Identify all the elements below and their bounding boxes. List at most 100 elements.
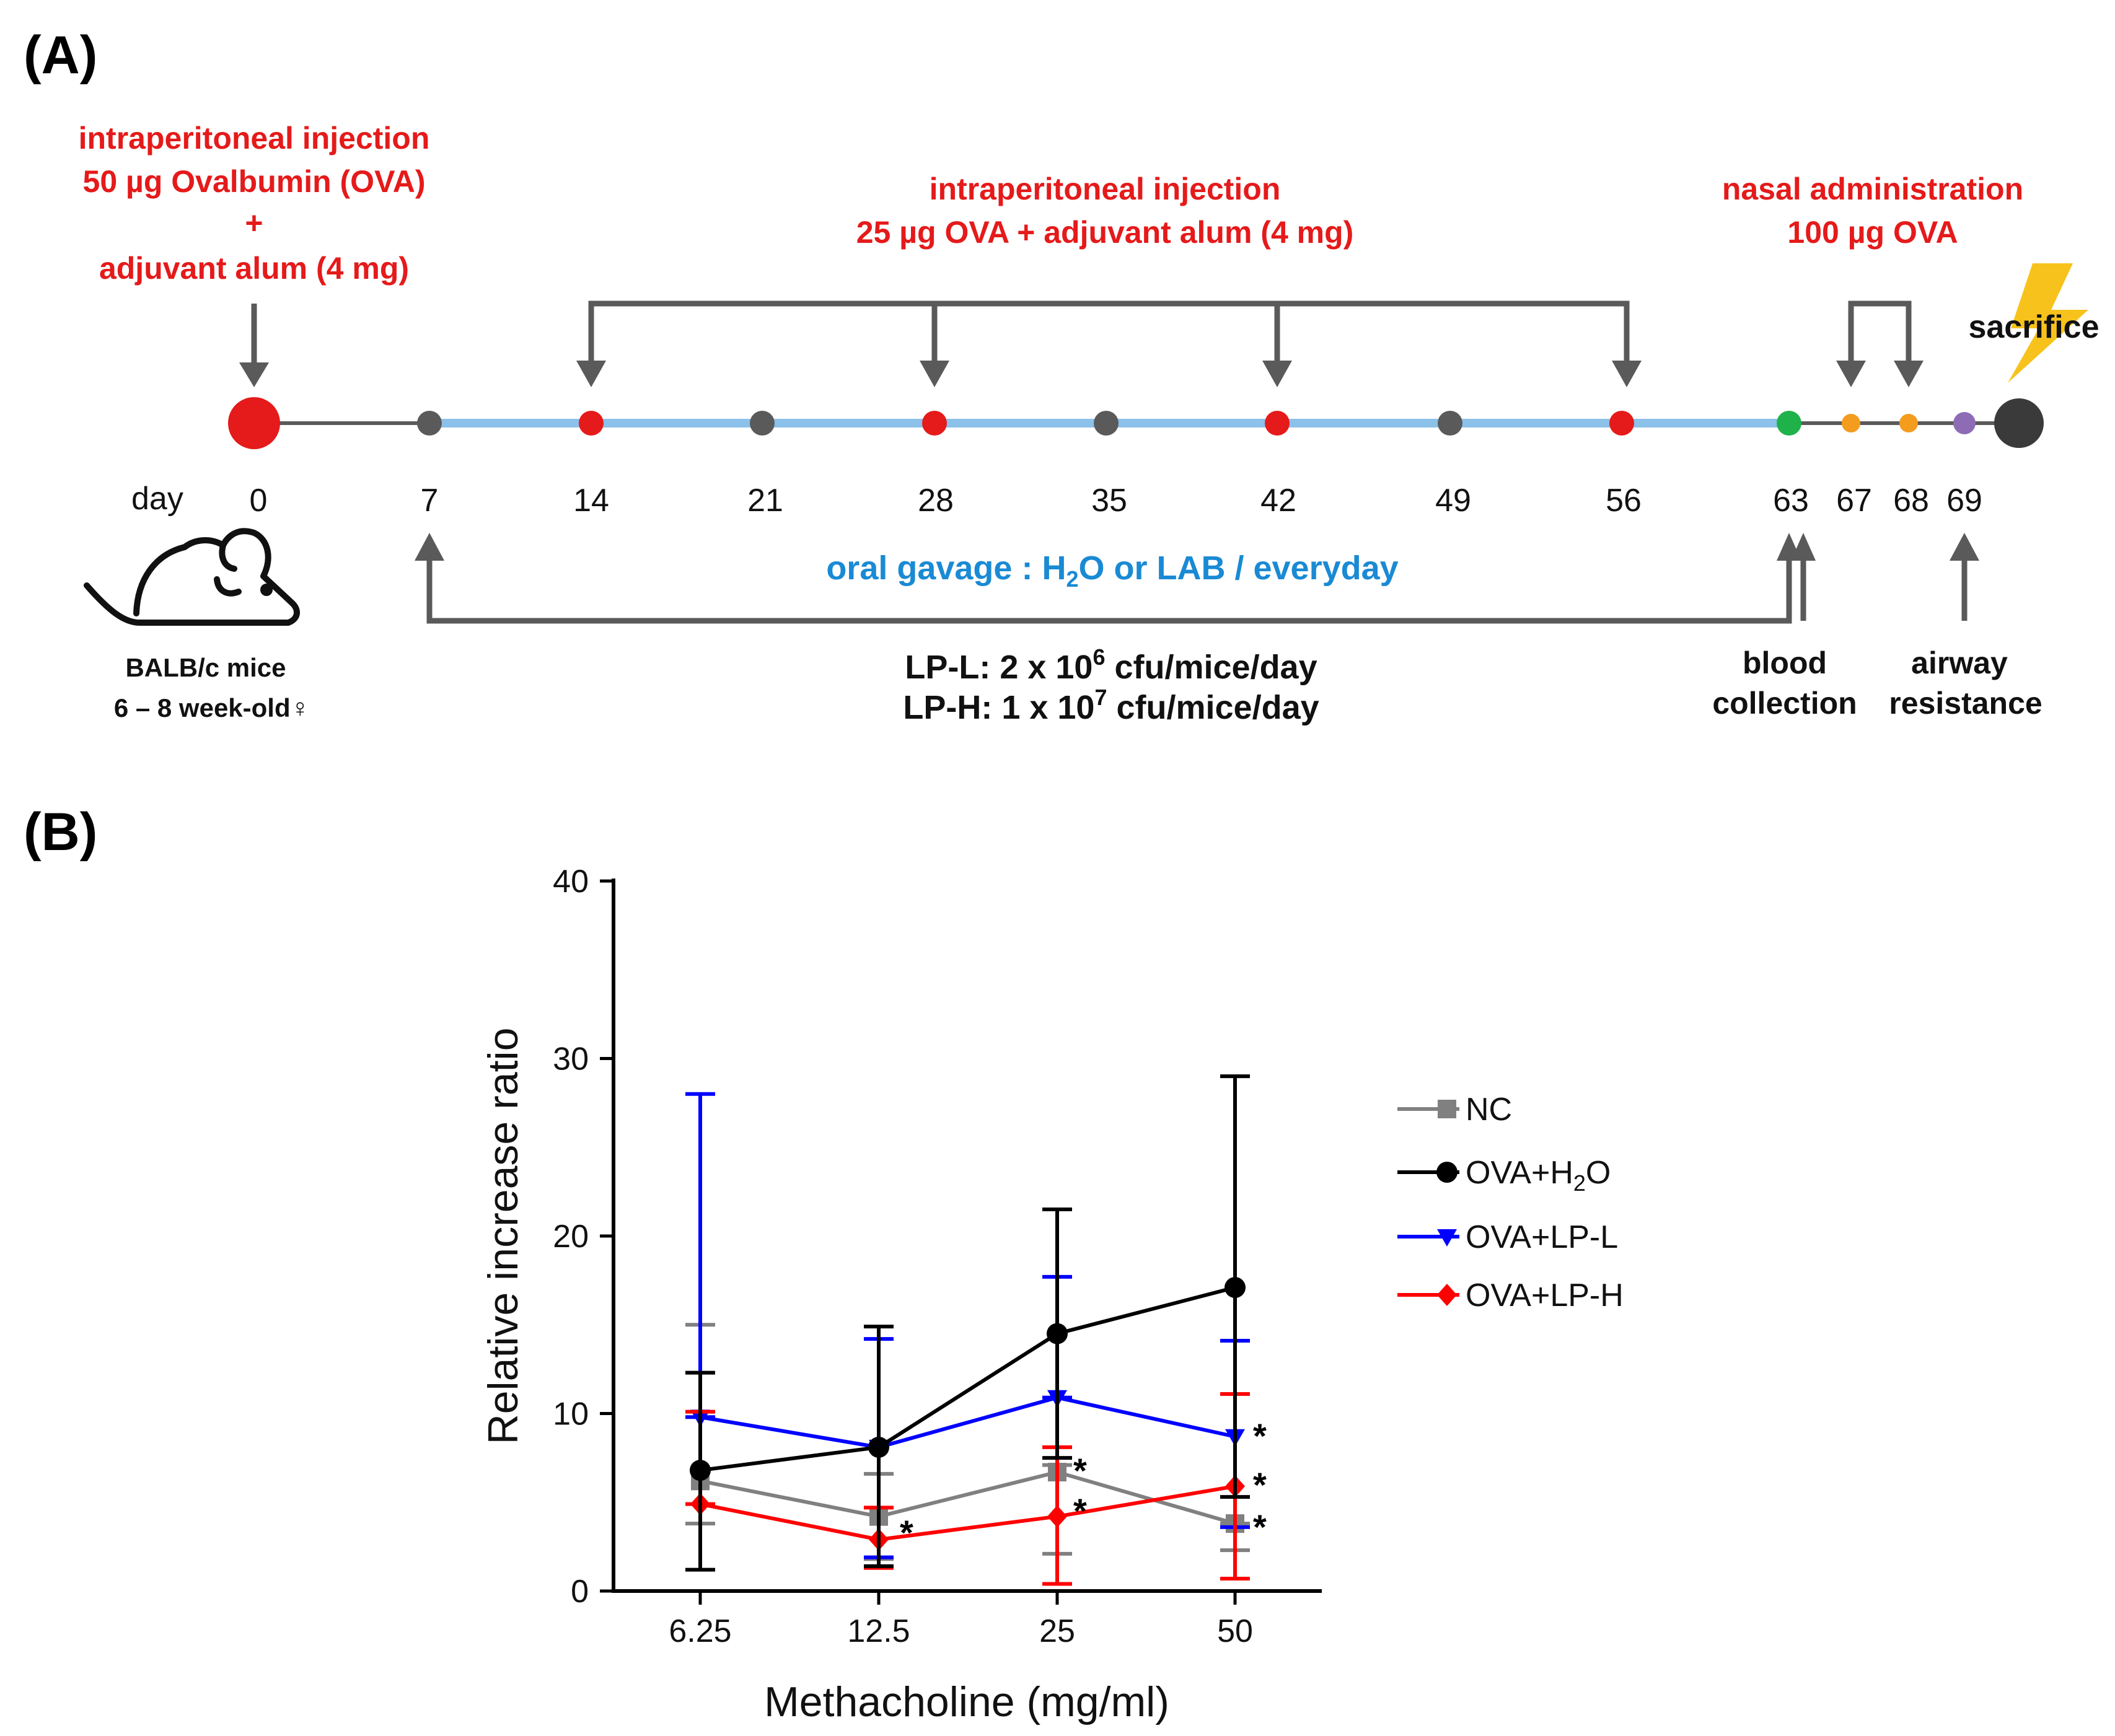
gavage-arrowheads bbox=[415, 533, 1979, 561]
day-tick-69: 69 bbox=[1946, 483, 1982, 519]
legend-label: OVA+LP-L bbox=[1466, 1219, 1618, 1255]
data-point bbox=[690, 1460, 711, 1481]
panel-b-label: (B) bbox=[24, 802, 97, 862]
timeline-dot-day-67 bbox=[1842, 414, 1860, 432]
airway-line-1: airway bbox=[1911, 646, 2008, 680]
data-point bbox=[1225, 1277, 1246, 1299]
day-tick-56: 56 bbox=[1606, 483, 1642, 519]
timeline-dot-day-35 bbox=[1094, 411, 1119, 436]
data-point bbox=[868, 1436, 889, 1458]
lp-l-dose: LP-L: 2 x 106 cfu/mice/day bbox=[905, 644, 1317, 686]
first-injection-line-2: 50 µg Ovalbumin (OVA) bbox=[83, 164, 426, 199]
day-tick-67: 67 bbox=[1836, 483, 1872, 519]
boost-injection-line-1: intraperitoneal injection bbox=[930, 172, 1281, 206]
series-line bbox=[700, 1470, 1236, 1526]
legend-item-OVA+LP-H: OVA+LP-H bbox=[1397, 1278, 1624, 1313]
boost-injection-line-2: 25 µg OVA + adjuvant alum (4 mg) bbox=[856, 215, 1354, 250]
series-line bbox=[700, 1395, 1236, 1450]
day-tick-68: 68 bbox=[1893, 483, 1929, 519]
significance-star: * bbox=[1253, 1416, 1267, 1455]
legend-marker bbox=[1437, 1284, 1457, 1306]
blood-line-2: collection bbox=[1712, 686, 1857, 721]
timeline-dot-day-0 bbox=[228, 397, 280, 449]
nasal-line-2: 100 µg OVA bbox=[1787, 215, 1958, 250]
legend-marker bbox=[1436, 1162, 1458, 1183]
first-injection-arrow bbox=[239, 304, 269, 387]
day-tick-28: 28 bbox=[918, 483, 954, 519]
data-point bbox=[1047, 1505, 1067, 1528]
x-tick-label: 6.25 bbox=[669, 1613, 731, 1649]
day-tick-21: 21 bbox=[747, 483, 783, 519]
significance-star: * bbox=[1073, 1491, 1087, 1530]
panel-a-label: (A) bbox=[24, 25, 97, 85]
boost-injection-arrowheads bbox=[576, 361, 1642, 387]
day-tick-14: 14 bbox=[573, 483, 609, 519]
legend-item-OVA+H2O: OVA+H2O bbox=[1397, 1155, 1611, 1196]
day-tick-42: 42 bbox=[1260, 483, 1296, 519]
mice-strain: BALB/c mice bbox=[125, 653, 286, 682]
y-tick-label: 0 bbox=[571, 1574, 589, 1610]
legend-marker bbox=[1437, 1229, 1457, 1247]
timeline-dots bbox=[228, 397, 2044, 449]
timeline-dot-day-63 bbox=[1777, 411, 1801, 436]
sacrifice-label: sacrifice bbox=[1968, 309, 2099, 345]
x-axis-label: Methacholine (mg/ml) bbox=[764, 1678, 1169, 1725]
first-injection-line-1: intraperitoneal injection bbox=[79, 121, 430, 156]
timeline-dot-day-28 bbox=[922, 411, 947, 436]
series-OVA+H2O bbox=[685, 1074, 1250, 1572]
timeline-dot-day-42 bbox=[1265, 411, 1290, 436]
y-tick-label: 40 bbox=[553, 864, 589, 900]
x-tick-label: 25 bbox=[1039, 1613, 1075, 1649]
significance-star: * bbox=[1253, 1507, 1267, 1546]
day-tick-labels: 0 7 14 21 28 35 42 49 56 63 67 68 69 bbox=[250, 483, 1982, 519]
first-injection-line-3: + bbox=[245, 206, 263, 240]
timeline-dot-day-21 bbox=[750, 411, 775, 436]
day-tick-7: 7 bbox=[421, 483, 439, 519]
day-label: day bbox=[131, 481, 183, 517]
y-axis-label: Relative increase ratio bbox=[480, 1028, 527, 1445]
day-tick-0: 0 bbox=[250, 483, 268, 519]
timeline-dot-day-56 bbox=[1609, 411, 1634, 436]
x-tick-label: 12.5 bbox=[847, 1613, 910, 1649]
y-tick-label: 30 bbox=[553, 1041, 589, 1077]
significance-star: * bbox=[1073, 1451, 1087, 1490]
x-tick-label: 50 bbox=[1217, 1613, 1253, 1649]
timeline-dot-day-49 bbox=[1438, 411, 1462, 436]
mouse-icon bbox=[84, 528, 300, 626]
mice-age: 6 – 8 week-old♀ bbox=[114, 693, 310, 722]
timeline-dot-day-7 bbox=[417, 411, 442, 436]
first-injection-line-4: adjuvant alum (4 mg) bbox=[99, 251, 409, 286]
day-tick-35: 35 bbox=[1091, 483, 1127, 519]
series-NC bbox=[685, 1323, 1250, 1561]
legend-marker bbox=[1438, 1100, 1456, 1118]
legend-label: OVA+H2O bbox=[1466, 1155, 1611, 1196]
y-tick-label: 10 bbox=[553, 1396, 589, 1432]
timeline-dot-day-68 bbox=[1899, 414, 1918, 432]
y-tick-label: 20 bbox=[553, 1219, 589, 1255]
timeline-dot-day-14 bbox=[579, 411, 604, 436]
lightning-bolt-icon bbox=[2008, 263, 2088, 383]
airway-line-2: resistance bbox=[1889, 686, 2042, 721]
legend-label: OVA+LP-H bbox=[1466, 1278, 1624, 1313]
series-line bbox=[700, 1484, 1236, 1541]
series-line bbox=[700, 1286, 1236, 1473]
gavage-bracket bbox=[426, 558, 1968, 624]
significance-star: * bbox=[900, 1513, 913, 1552]
timeline-dot-day-69 bbox=[1953, 412, 1976, 434]
lp-h-dose: LP-H: 1 x 107 cfu/mice/day bbox=[903, 685, 1319, 726]
nasal-arrowheads bbox=[1836, 361, 1924, 387]
line-chart: 0 10 20 30 40 6.25 12.5 25 50 Methacholine (mg/ml… bbox=[480, 864, 1624, 1725]
gavage-text: oral gavage : H2O or LAB / everyday bbox=[826, 550, 1398, 592]
legend-label: NC bbox=[1466, 1092, 1512, 1128]
day-tick-63: 63 bbox=[1773, 483, 1809, 519]
blood-line-1: blood bbox=[1743, 646, 1827, 680]
boost-injection-bracket bbox=[588, 300, 1630, 366]
nasal-line-1: nasal administration bbox=[1722, 172, 2023, 206]
legend-item-NC: NC bbox=[1397, 1092, 1512, 1128]
day-tick-49: 49 bbox=[1435, 483, 1471, 519]
significance-star: * bbox=[1253, 1465, 1267, 1504]
legend-item-OVA+LP-L: OVA+LP-L bbox=[1397, 1219, 1618, 1255]
sacrifice-dot bbox=[1994, 398, 2044, 448]
data-point bbox=[1047, 1323, 1068, 1344]
series-OVA+LP-L bbox=[685, 1092, 1250, 1559]
